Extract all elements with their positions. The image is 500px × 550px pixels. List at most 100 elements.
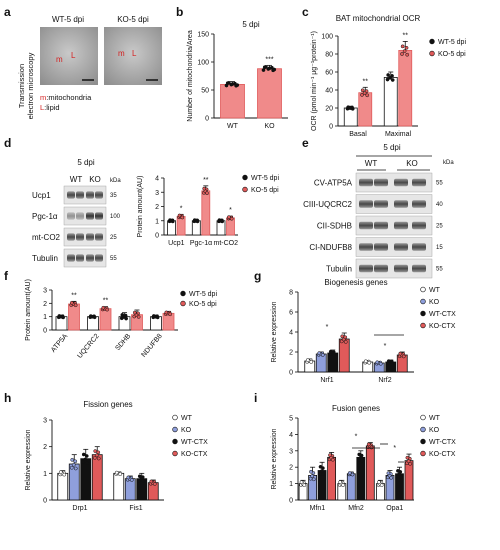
blot-d-lane-wt: WT [70,175,83,184]
y-tick-label: 0 [329,124,333,131]
data-point [177,213,182,218]
data-point [406,459,411,464]
bar-c-0-1 [358,92,373,127]
data-point [69,300,74,305]
data-point [195,219,200,224]
data-point [81,460,86,465]
legend-label: KO [429,299,440,306]
y-tick-label: 1 [43,471,47,478]
blot-d-row-kda: 25 [110,235,117,241]
data-point [390,78,395,82]
blot-d-row-kda: 55 [110,256,117,262]
panel-letter-g: g [254,269,261,283]
blot-e-band [374,178,388,187]
data-point [229,216,234,221]
bar-c-1-0 [383,77,398,127]
significance-marker: * [326,324,329,331]
significance-marker: ** [103,298,109,305]
chart-i: 0 1 2 3 4 5 Relative expression Fusion genes Mfn… [271,404,456,512]
y-axis-label: Protein amount(AU) [25,279,32,341]
data-point [141,479,146,484]
blot-e-band [412,200,426,208]
y-tick-label: 1 [43,314,47,321]
tem-marker-l-ko: L [132,49,137,58]
y-tick-label: 3 [289,448,293,455]
bar-g-0-1 [315,353,327,373]
blot-e-band [394,221,408,230]
blot-d-row-kda: 35 [110,193,117,199]
data-point [311,477,316,482]
panel-letter-d: d [4,136,11,150]
x-tick-label: Opa1 [386,505,403,512]
blot-e-band [374,200,388,208]
blot-e-lane-ko: KO [406,159,418,168]
blot-e-row-kda: 55 [436,267,443,273]
data-point [386,359,391,363]
data-point [305,358,310,362]
y-tick-label: 4 [289,432,293,439]
data-point [357,452,362,457]
y-tick-label: 100 [321,34,333,41]
y-tick-label: 3 [155,190,159,197]
x-tick-label: Basal [349,131,367,138]
tem-image-ko [104,27,162,85]
blot-d-band [86,233,94,241]
chart-title: Fission genes [83,400,132,409]
bar-c-1-1 [398,50,413,127]
significance-marker: * [355,434,358,441]
bar-i-1-1 [346,473,356,501]
data-point [330,457,335,462]
significance-marker: ** [71,292,77,299]
x-tick-label: mt-CO2 [214,240,239,247]
legend-marker [429,50,435,57]
blot-e-band [394,200,408,208]
data-point [267,66,272,71]
blot-e-title: 5 dpi [383,143,401,152]
tem-marker-m-ko: m [118,49,125,58]
panel-d-blot: 5 dpi WT KO kDa Ucp1 35 Pgc-1α 100 mt-CO2 25 T… [32,158,121,268]
tem-side-label-2: electron microscopy [26,52,35,119]
y-tick-label: 8 [289,290,293,297]
x-tick-label: Fis1 [129,505,142,512]
legend-marker [429,38,435,45]
x-tick-label: Maximal [385,131,412,138]
data-point [105,307,110,312]
significance-marker: *** [265,56,273,63]
blot-d-band [95,191,103,199]
legend-marker [420,414,426,421]
data-point [73,466,78,471]
data-point [362,91,367,95]
bar-b-1-0 [257,68,282,119]
x-tick-label: KO [264,123,275,130]
data-point [350,107,355,111]
blot-d-band [95,212,103,220]
data-point [235,83,240,87]
data-point [400,44,405,49]
legend-label: KO-CTX [429,451,456,458]
data-point [347,471,352,475]
y-tick-label: 3 [43,418,47,425]
legend-marker [180,300,186,307]
significance-marker: ** [403,32,409,39]
legend-marker [420,322,426,329]
y-axis-label: OCR (pmol min⁻¹ μg⁻¹protein⁻¹) [311,31,318,131]
data-point [272,67,277,72]
blot-d-band [86,212,94,220]
data-point [180,215,185,220]
significance-marker: ** [363,78,369,85]
blot-d-band [95,254,103,262]
blot-d-band [76,233,84,241]
bar-d-2-1 [226,217,235,236]
data-point [126,475,131,480]
blot-d-band [76,212,84,220]
tem-title-ko: KO-5 dpi [117,15,149,24]
blot-d-band [67,254,75,262]
blot-e-band [359,200,373,208]
data-point [69,465,74,470]
legend-label: KO-5 dpi [189,301,217,308]
y-tick-label: 2 [43,301,47,308]
panel-letter-h: h [4,391,11,405]
legend-marker [420,310,426,317]
chart-title: Biogenesis genes [324,278,387,287]
